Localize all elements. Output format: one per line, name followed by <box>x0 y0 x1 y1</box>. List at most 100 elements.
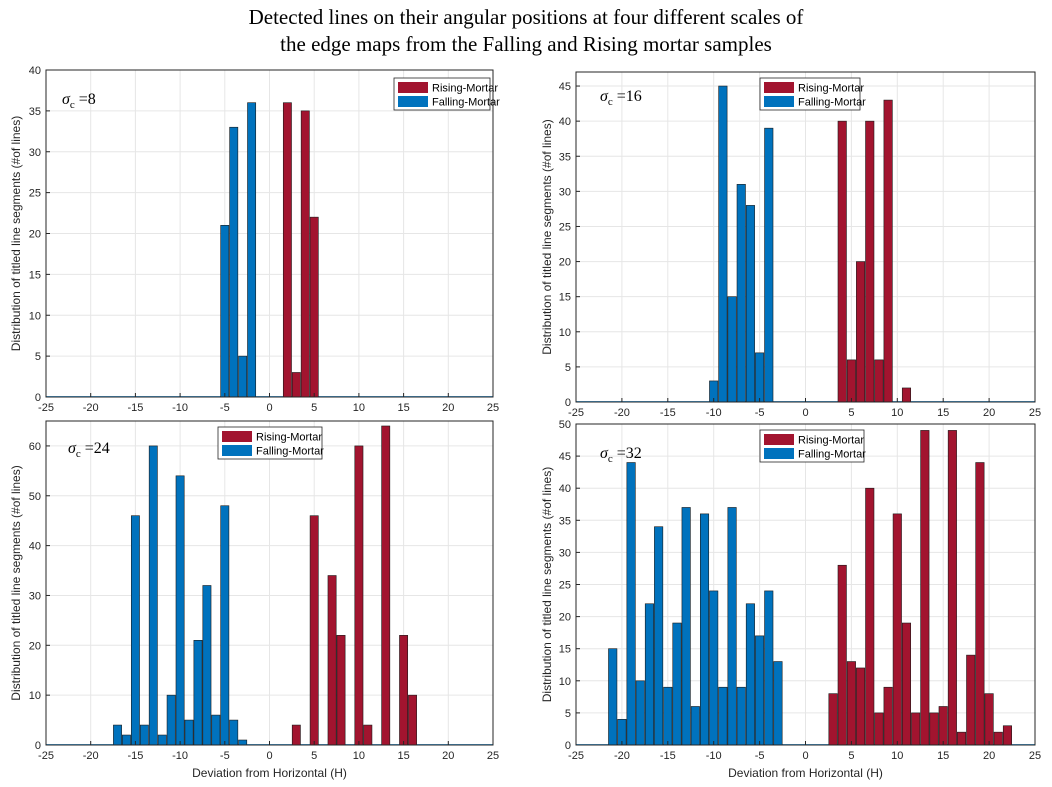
bar <box>282 102 292 398</box>
x-tick-label: 15 <box>397 402 409 414</box>
legend-swatch <box>764 82 794 93</box>
bar <box>166 694 176 746</box>
bar <box>193 640 203 746</box>
bar <box>608 648 618 746</box>
bar <box>856 667 866 746</box>
bar <box>883 99 893 403</box>
bar <box>957 731 967 746</box>
bar <box>139 724 149 746</box>
x-tick-label: -15 <box>660 750 676 762</box>
legend: Rising-Mortar Falling-Mortar <box>217 426 324 460</box>
x-tick-label: -20 <box>614 407 630 419</box>
y-axis-label: Distribution of titled line segments (#o… <box>9 116 23 351</box>
x-tick-label: 5 <box>848 750 854 762</box>
x-tick-label: 20 <box>983 750 995 762</box>
bar <box>113 724 122 746</box>
bar <box>681 507 691 746</box>
x-tick-label: 25 <box>487 402 499 414</box>
x-tick-label: 5 <box>848 407 854 419</box>
y-tick-label: 35 <box>29 106 41 118</box>
bar <box>291 724 301 746</box>
bar <box>745 603 755 746</box>
bar <box>846 661 856 746</box>
y-tick-label: 10 <box>559 327 571 339</box>
x-tick-label: 10 <box>891 407 903 419</box>
y-tick-label: 15 <box>29 269 41 281</box>
x-axis-label: Deviation from Horizontal (H) <box>728 766 883 780</box>
x-tick-label: -15 <box>127 750 143 762</box>
bar <box>399 635 409 746</box>
legend-label: Rising-Mortar <box>432 83 498 95</box>
y-tick-label: 10 <box>29 310 41 322</box>
chart-panel-3: -25 -20 -15 -10 -5 0 5 10 15 20 25 0 10 20 30 40 50 60 Dis… <box>9 420 499 780</box>
legend-swatch <box>222 445 252 456</box>
bar <box>238 739 248 746</box>
bar <box>211 714 221 746</box>
x-tick-label: 25 <box>1029 750 1041 762</box>
legend: Rising-Mortar Falling-Mortar <box>759 77 866 111</box>
x-tick-label: -20 <box>614 750 630 762</box>
bar <box>184 719 194 746</box>
x-tick-label: 25 <box>1029 407 1041 419</box>
y-tick-label: 10 <box>559 676 571 688</box>
bar <box>901 622 912 746</box>
x-tick-label: -25 <box>568 407 584 419</box>
legend-swatch <box>398 96 428 107</box>
chart-panel-2: -25 -20 -15 -10 -5 0 5 10 15 20 25 0 5 10 15 20 25 30 35 40… <box>540 71 1041 419</box>
bar <box>984 693 994 746</box>
sigma-annotation: σc =24 <box>68 440 110 460</box>
bar <box>947 430 957 746</box>
bar <box>920 430 930 746</box>
bar <box>856 261 866 403</box>
y-tick-label: 30 <box>559 547 571 559</box>
y-tick-label: 40 <box>29 541 41 553</box>
y-tick-label: 30 <box>29 590 41 602</box>
y-tick-label: 35 <box>559 515 571 527</box>
x-tick-label: 10 <box>353 750 365 762</box>
bar <box>202 585 212 746</box>
x-tick-label: 15 <box>397 750 409 762</box>
x-tick-label: 25 <box>487 750 499 762</box>
x-tick-label: 15 <box>937 407 949 419</box>
bar <box>130 515 140 746</box>
bar <box>626 462 636 746</box>
y-tick-label: 40 <box>559 116 571 128</box>
x-tick-label: 0 <box>802 750 808 762</box>
y-tick-label: 25 <box>559 221 571 233</box>
bar <box>220 505 230 746</box>
x-tick-label: -20 <box>83 750 99 762</box>
x-tick-label: -5 <box>220 402 230 414</box>
x-tick-label: 0 <box>266 750 272 762</box>
bar <box>238 355 248 398</box>
bar <box>929 712 939 746</box>
x-tick-label: -5 <box>220 750 230 762</box>
bar <box>699 513 710 746</box>
legend-swatch <box>398 82 428 93</box>
bar <box>229 719 239 746</box>
x-tick-label: -5 <box>755 750 765 762</box>
y-tick-label: 15 <box>559 292 571 304</box>
bar <box>773 661 783 746</box>
bar <box>291 372 301 398</box>
y-tick-label: 5 <box>565 708 571 720</box>
bar <box>764 127 774 403</box>
legend-swatch <box>764 434 794 445</box>
bar <box>901 387 912 403</box>
y-tick-label: 0 <box>565 740 571 752</box>
bar <box>654 526 664 746</box>
bar <box>354 445 364 746</box>
y-tick-label: 30 <box>29 147 41 159</box>
bar <box>718 686 728 746</box>
x-tick-label: -20 <box>83 402 99 414</box>
legend-swatch <box>222 431 252 442</box>
bar <box>718 85 728 403</box>
bar <box>874 359 884 403</box>
bar <box>157 734 167 746</box>
bar <box>663 686 673 746</box>
sigma-annotation: σc =32 <box>600 445 642 465</box>
bar <box>309 515 319 746</box>
y-tick-label: 5 <box>565 362 571 374</box>
bar <box>644 603 654 746</box>
bar <box>911 712 921 746</box>
